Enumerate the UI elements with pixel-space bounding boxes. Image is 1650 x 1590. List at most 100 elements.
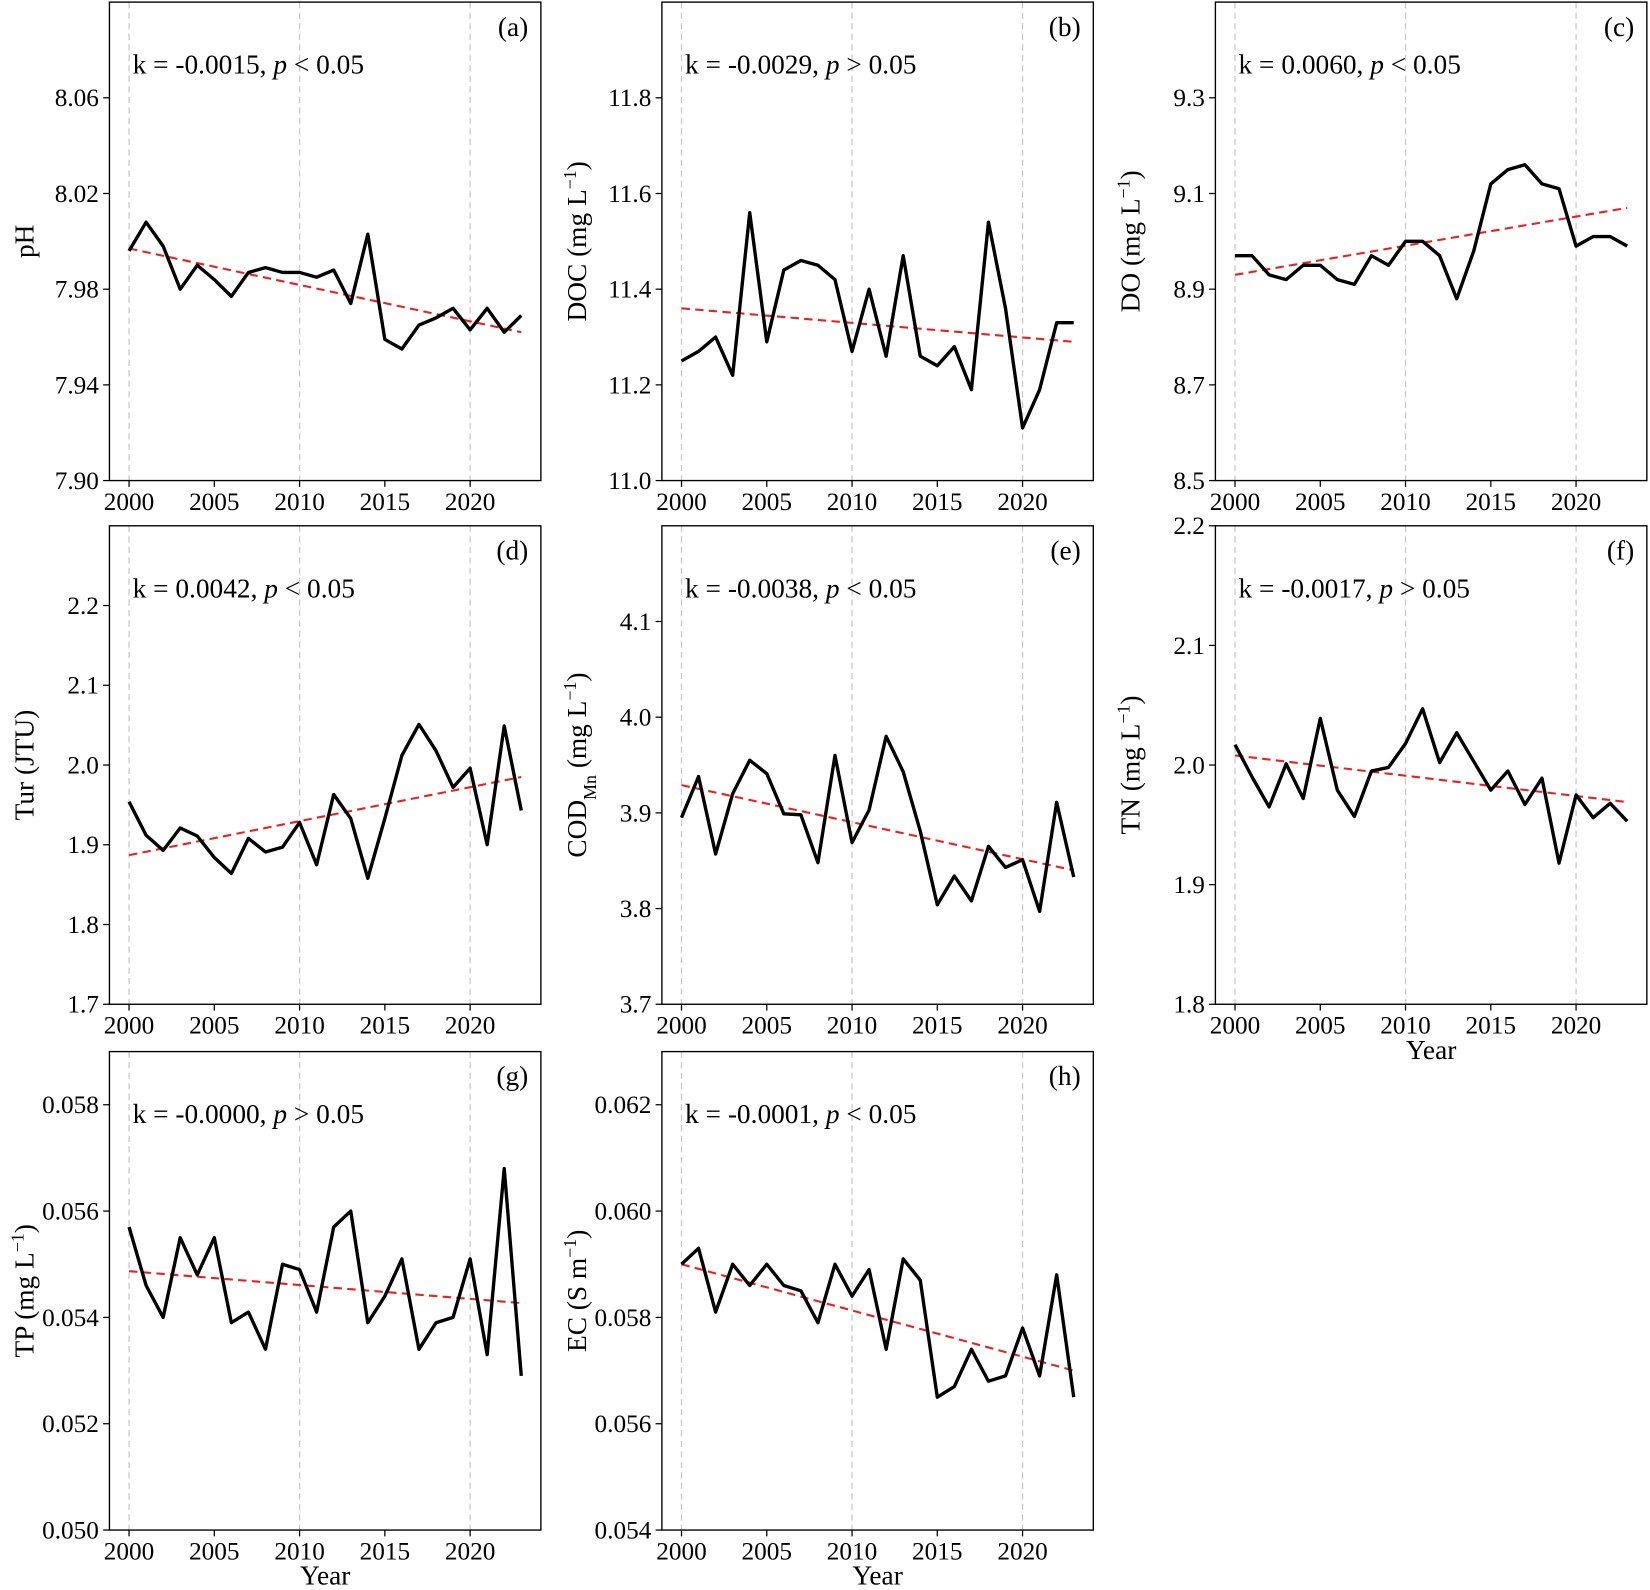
y-tick-label: 4.0 [620, 705, 652, 732]
y-tick-label: 2.2 [1173, 513, 1205, 540]
y-tick-label: 9.3 [1173, 85, 1205, 112]
y-axis-label: EC (S m−1) [560, 1230, 592, 1352]
panel-label: (d) [496, 535, 528, 565]
y-tick-label: 3.9 [620, 800, 652, 827]
y-tick-label: 0.056 [595, 1411, 652, 1438]
y-axis-label-part: (mg L [562, 701, 592, 775]
annotation: k = -0.0015, p < 0.05 [133, 50, 364, 80]
axes-frame [108, 525, 542, 1005]
y-axis-label: TN (mg L−1) [1114, 696, 1146, 835]
subplot: 2000 2005 2010 2015 2020 0.050 0.052 0.054 0.056… [8, 1050, 542, 1590]
x-axis-label: Year [300, 1561, 350, 1590]
x-tick-label: 2020 [997, 1013, 1047, 1040]
y-tick-label: 0.062 [595, 1092, 652, 1119]
x-tick-label: 2010 [1380, 1013, 1430, 1040]
y-tick-label: 0.058 [42, 1092, 99, 1119]
panel-label: (h) [1049, 1061, 1081, 1091]
y-axis-label-part: −1 [560, 1239, 580, 1258]
y-tick-label: 2.1 [1173, 633, 1205, 660]
data-line [127, 1166, 523, 1377]
x-tick-label: 2005 [1295, 1013, 1345, 1040]
subplot: 2000 2005 2010 2015 2020 7.90 7.94 7.98 8.02 8.06… [10, 1, 542, 516]
y-axis-label-part: ) [562, 1230, 592, 1239]
y-tick-label: 0.060 [595, 1198, 652, 1225]
y-tick-label: 1.7 [67, 992, 99, 1019]
y-axis-label-part: ) [562, 161, 592, 170]
y-tick-label: 7.90 [55, 468, 99, 495]
x-tick-label: 2010 [827, 1539, 877, 1566]
y-tick-label: 0.054 [42, 1305, 99, 1332]
y-tick-label: 8.02 [55, 181, 99, 208]
x-tick-label: 2005 [1295, 489, 1345, 516]
data-line [127, 220, 523, 351]
y-axis-label: pH [10, 225, 40, 258]
annotation-part: k = -0.0000, [133, 1099, 274, 1129]
x-tick-label: 2020 [1551, 489, 1601, 516]
trend-line [128, 247, 522, 334]
y-axis-label: Tur (JTU) [10, 710, 40, 821]
data-line [680, 210, 1074, 430]
data-line [1235, 163, 1629, 301]
annotation: k = -0.0000, p > 0.05 [133, 1099, 364, 1129]
y-tick-label: 0.052 [42, 1411, 99, 1438]
x-tick-label: 2005 [189, 1539, 239, 1566]
y-axis-label-part: ) [1116, 696, 1146, 705]
y-tick-label: 7.94 [55, 372, 100, 399]
x-axis-label: Year [852, 1561, 902, 1590]
annotation-part: < 0.05 [278, 573, 355, 603]
annotation-part: < 0.05 [1384, 50, 1461, 80]
y-tick-label: 0.050 [42, 1517, 99, 1544]
y-tick-label: 1.8 [1173, 992, 1205, 1019]
y-tick-label: 1.9 [1173, 872, 1205, 899]
annotation-part: k = -0.0029, [685, 50, 826, 80]
annotation-part: p [271, 1099, 287, 1129]
annotation-part: < 0.05 [287, 50, 364, 80]
y-axis-label-part: pH [10, 225, 40, 258]
subplot: 2000 2005 2010 2015 2020 8.5 8.7 8.9 9.1 9.3 (c) k … [1114, 1, 1648, 516]
y-tick-label: 8.06 [55, 85, 99, 112]
y-axis-label: DOC (mg L−1) [560, 161, 592, 321]
panel-label: (c) [1604, 12, 1634, 42]
y-tick-label: 2.0 [1173, 752, 1205, 779]
trend-line [1234, 754, 1628, 804]
y-axis-label-part: −1 [560, 170, 580, 189]
x-tick-label: 2010 [827, 1013, 877, 1040]
x-tick-label: 2015 [360, 1539, 410, 1566]
x-tick-label: 2000 [1210, 489, 1260, 516]
x-tick-label: 2015 [360, 489, 410, 516]
annotation-part: p [824, 573, 840, 603]
x-tick-label: 2015 [912, 1013, 962, 1040]
axes-frame [108, 1050, 542, 1531]
y-tick-label: 2.1 [67, 673, 99, 700]
y-tick-label: 1.8 [67, 912, 99, 939]
y-axis-label: TP (mg L−1) [8, 1224, 40, 1357]
y-tick-label: 2.0 [67, 752, 99, 779]
annotation-part: k = 0.0060, [1239, 50, 1371, 80]
subplot: 2000 2005 2010 2015 2020 1.8 1.9 2.0 2.1 2.2 (f) k … [1114, 513, 1648, 1065]
annotation: k = -0.0001, p < 0.05 [685, 1099, 916, 1129]
x-tick-label: 2005 [189, 1013, 239, 1040]
x-tick-label: 2000 [1210, 1013, 1260, 1040]
y-tick-label: 3.7 [620, 992, 652, 1019]
y-tick-label: 7.98 [55, 277, 99, 304]
panel-label: (e) [1050, 535, 1080, 565]
x-tick-label: 2005 [742, 489, 792, 516]
y-axis-label-part: DOC (mg L [562, 189, 592, 321]
annotation-part: > 0.05 [1393, 573, 1470, 603]
x-tick-label: 2010 [827, 489, 877, 516]
x-tick-label: 2020 [445, 489, 495, 516]
annotation: k = -0.0038, p < 0.05 [685, 573, 916, 603]
y-axis-label-part: Mn [580, 775, 600, 800]
annotation-part: p [1377, 573, 1393, 603]
annotation-part: < 0.05 [840, 1099, 917, 1129]
annotation: k = -0.0029, p > 0.05 [685, 50, 916, 80]
annotation: k = -0.0017, p > 0.05 [1239, 573, 1470, 603]
x-axis-label: Year [1406, 1035, 1456, 1065]
y-axis-label-part: Tur (JTU) [10, 710, 40, 821]
y-axis-label: DO (mg L−1) [1114, 170, 1146, 312]
axes-frame [661, 525, 1095, 1005]
y-axis-label-part: −1 [1114, 705, 1134, 724]
y-axis-label-part: EC (S m [562, 1258, 592, 1352]
